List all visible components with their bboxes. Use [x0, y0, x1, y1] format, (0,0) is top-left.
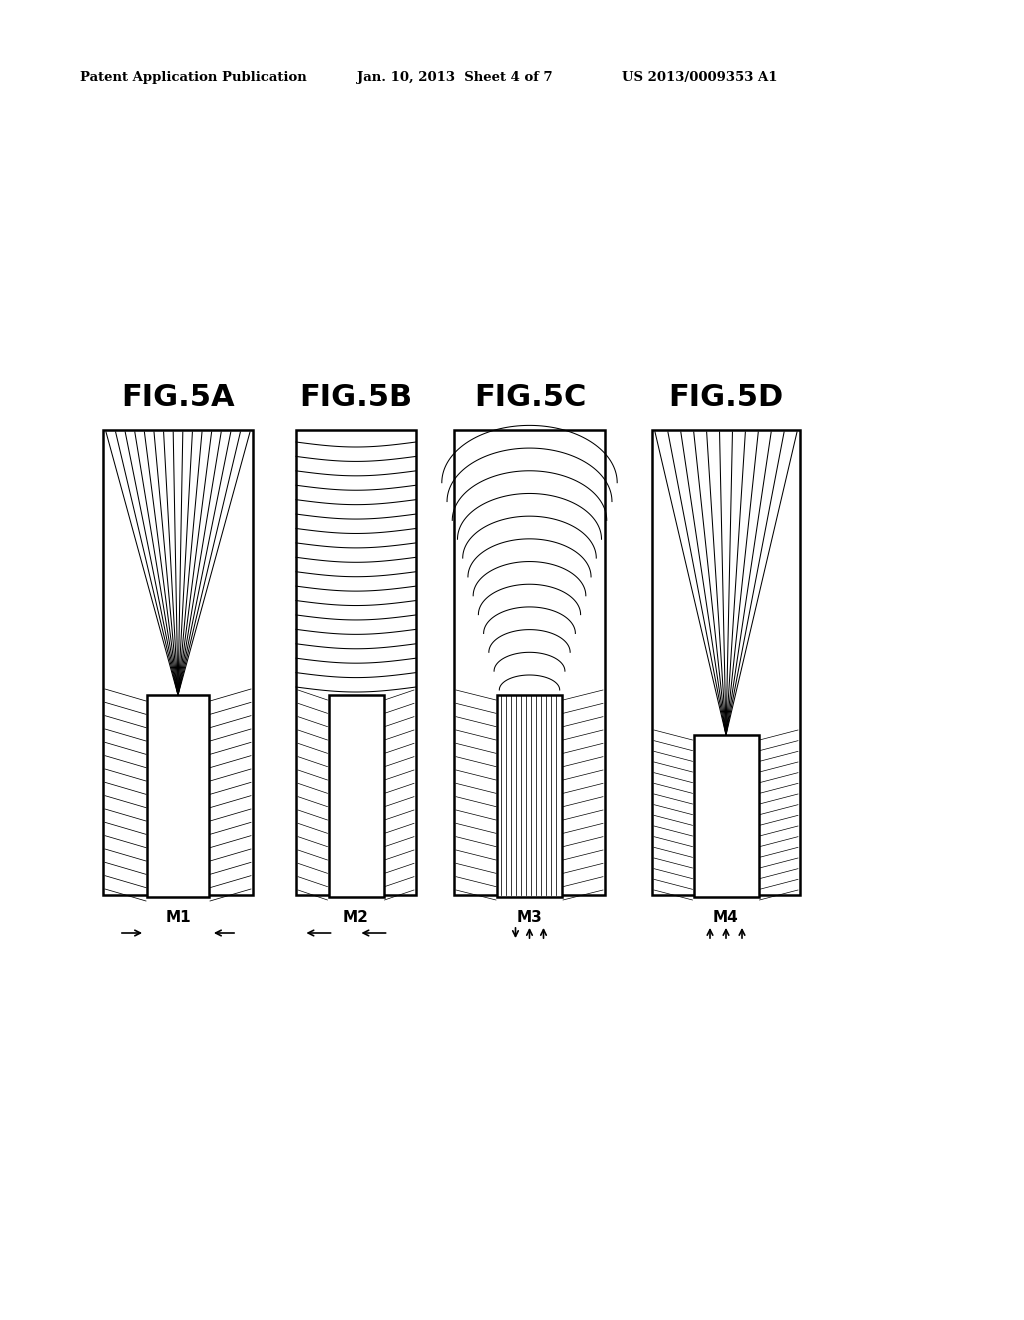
- Bar: [652, 430, 800, 895]
- Text: FIG.5C: FIG.5C: [474, 384, 586, 412]
- Bar: [497, 696, 562, 898]
- Text: M3: M3: [517, 909, 543, 924]
- Text: Jan. 10, 2013  Sheet 4 of 7: Jan. 10, 2013 Sheet 4 of 7: [357, 71, 553, 84]
- Text: US 2013/0009353 A1: US 2013/0009353 A1: [622, 71, 777, 84]
- Bar: [103, 430, 253, 895]
- Text: M2: M2: [343, 909, 369, 924]
- Text: M1: M1: [165, 909, 190, 924]
- Text: FIG.5A: FIG.5A: [121, 384, 234, 412]
- Bar: [693, 735, 759, 898]
- Text: FIG.5B: FIG.5B: [299, 384, 413, 412]
- Text: Patent Application Publication: Patent Application Publication: [80, 71, 307, 84]
- Text: M4: M4: [713, 909, 739, 924]
- Bar: [329, 696, 384, 898]
- Text: FIG.5D: FIG.5D: [669, 384, 783, 412]
- Bar: [296, 430, 416, 895]
- Bar: [454, 430, 605, 895]
- Bar: [147, 696, 209, 898]
